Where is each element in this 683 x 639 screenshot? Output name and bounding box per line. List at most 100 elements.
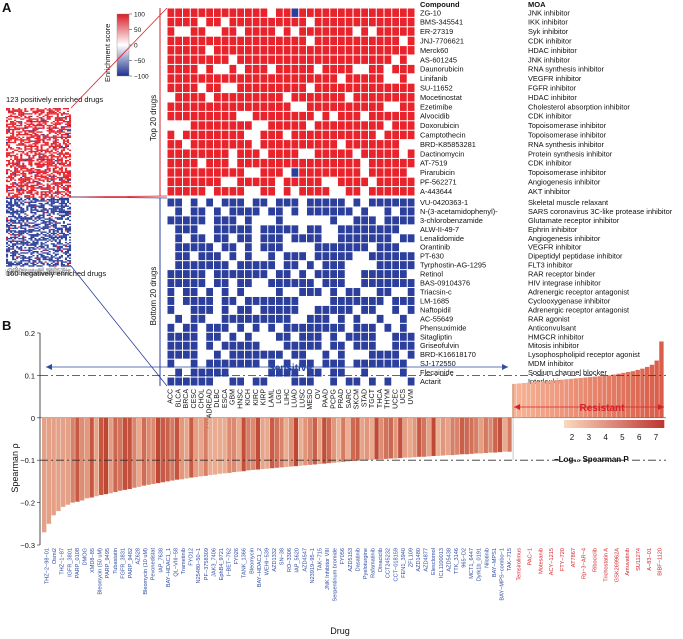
resistant-drug-label: ACY−1215 [549,548,555,575]
heatmap-cell [376,74,384,83]
heatmap-cell [198,234,206,243]
overview-cell [14,230,17,232]
overview-cell [68,130,72,132]
overview-cell [20,192,23,194]
overview-cell [42,160,45,162]
heatmap-cell [369,158,376,168]
overview-cell [44,208,47,210]
resistant-bar [602,375,607,418]
heatmap-cell [252,207,260,216]
overview-cell [20,187,23,189]
overview-cell [64,261,67,263]
overview-cell [60,260,63,262]
overview-cell [36,173,39,175]
overview-cell [40,124,43,127]
overview-cell [24,160,27,162]
overview-cell [28,191,31,193]
heatmap-cell [376,17,384,27]
overview-cell [46,162,49,164]
overview-cell [36,178,39,180]
overview-cell [50,222,53,224]
overview-cell [40,110,43,112]
heatmap-cell [314,149,322,158]
heatmap-cell [361,225,368,234]
heatmap-cell [330,359,337,368]
overview-cell [68,202,72,205]
overview-cell [52,234,55,236]
heatmap-cell [276,149,283,158]
overview-cell [58,131,61,133]
heatmap-cell [214,368,221,377]
legend-gradient-step [612,420,615,428]
heatmap-cell [276,74,283,83]
legend-gradient-step [579,420,581,428]
overview-cell [6,128,9,131]
overview-cell [22,256,25,258]
overview-cell [10,212,13,214]
overview-cell [38,175,41,177]
heatmap-cell [299,350,306,359]
overview-cell [66,234,70,236]
overview-cell [48,234,51,236]
heatmap-cell [198,261,206,270]
overview-cell [48,217,51,219]
overview-cell [20,262,23,265]
overview-cell [38,205,41,207]
overview-cell [50,254,53,257]
overview-cell [48,161,51,163]
heatmap-cell [407,121,415,130]
colorbar-tick-label: −100 [134,74,149,81]
overview-cell [24,210,27,213]
overview-cell [54,235,57,237]
overview-cell [30,135,33,137]
overview-cell [6,206,9,209]
overview-cell [38,137,41,140]
overview-cell [44,218,47,220]
overview-cell [62,113,65,115]
overview-cell [26,205,29,207]
overview-cell [68,261,72,263]
overview-cell [64,176,67,179]
cancer-type-label: HNSC [237,389,244,409]
overview-cell [56,114,59,116]
heatmap-cell [183,350,190,359]
overview-cell [66,188,70,190]
overview-cell [38,122,41,124]
overview-cell [48,223,51,226]
overview-cell [50,256,53,258]
compound-name: ZG-10 [420,8,441,17]
overview-cell [16,252,19,254]
overview-cell [24,262,27,265]
heatmap-cell [376,288,384,296]
overview-cell [34,238,37,240]
overview-cell [30,167,33,170]
overview-cell [46,227,49,229]
overview-cell [18,204,21,206]
colorbar [116,13,130,77]
overview-cell [22,188,25,190]
overview-cell [54,232,57,235]
overview-cell [34,261,37,263]
overview-cell [24,132,27,135]
overview-cell [66,187,70,189]
overview-cell [46,188,49,190]
heatmap-cell [330,198,337,207]
heatmap-cell [214,130,221,140]
overview-cell [20,143,23,145]
heatmap-cell [353,102,361,111]
overview-cell [10,197,13,200]
overview-cell [22,160,25,162]
heatmap-cell [260,27,268,36]
heatmap-cell [314,198,322,207]
overview-cell [10,225,13,227]
overview-cell [66,249,70,252]
overview-cell [16,115,19,118]
overview-cell [30,189,33,192]
overview-cell [44,178,47,180]
heatmap-cell [245,207,252,216]
heatmap-cell [400,111,407,121]
legend-gradient-step [650,420,653,428]
overview-cell [46,113,49,115]
overview-cell [18,150,21,153]
heatmap-cell [299,64,306,74]
